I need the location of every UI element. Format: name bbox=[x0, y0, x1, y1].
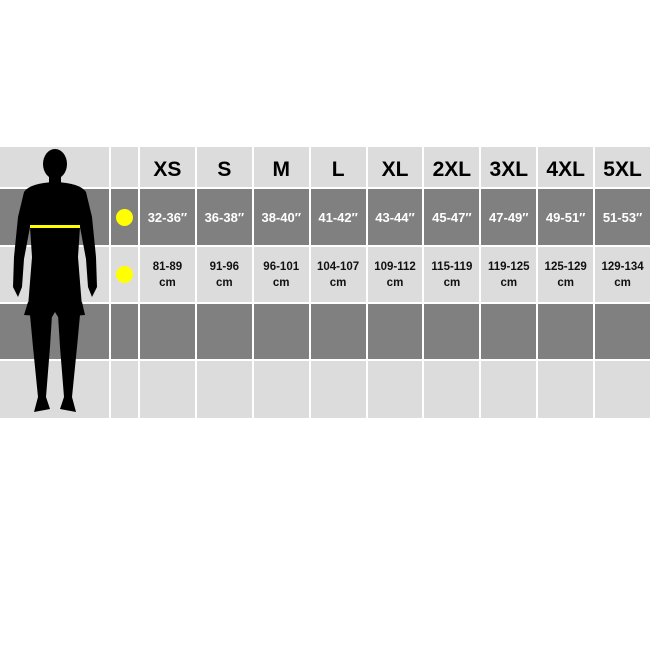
chest-inches-cell: 43-44″ bbox=[367, 189, 423, 245]
empty-cell bbox=[538, 361, 594, 418]
size-label: S bbox=[217, 158, 232, 181]
chest-cm-cell: 115-119 cm bbox=[424, 247, 480, 302]
size-header: XS bbox=[140, 147, 195, 187]
chest-inches: 51-53″ bbox=[602, 209, 643, 225]
empty-cell bbox=[310, 304, 366, 359]
chest-inches-cell: 38-40″ bbox=[253, 189, 309, 245]
chest-inches-cell: 36-38″ bbox=[196, 189, 252, 245]
chest-cm: 115-119 bbox=[431, 260, 473, 273]
chest-cm: 129-134 bbox=[601, 260, 644, 273]
chest-inches-cell: 32-36″ bbox=[140, 189, 195, 245]
empty-cell bbox=[196, 361, 252, 418]
chest-inches-cell: 51-53″ bbox=[595, 189, 650, 245]
size-header: 4XL bbox=[538, 147, 594, 187]
chest-cm-cell: 96-101 cm bbox=[253, 247, 309, 302]
marker-cell bbox=[111, 304, 138, 359]
size-header: L bbox=[310, 147, 366, 187]
size-label: 2XL bbox=[432, 158, 472, 181]
marker-cell bbox=[111, 247, 138, 302]
chest-measure-line bbox=[30, 225, 80, 228]
yellow-dot-icon bbox=[116, 208, 133, 226]
chest-cm-cell: 91-96 cm bbox=[196, 247, 252, 302]
size-header: 2XL bbox=[424, 147, 480, 187]
size-header: S bbox=[196, 147, 252, 187]
chest-inches: 45-47″ bbox=[432, 209, 472, 225]
chest-cm: 81-89 bbox=[152, 260, 183, 273]
empty-cell bbox=[424, 304, 480, 359]
marker-cell bbox=[111, 189, 138, 245]
chest-cm: 96-101 bbox=[263, 260, 300, 273]
size-label: XL bbox=[381, 158, 409, 181]
cm-unit: cm bbox=[329, 276, 347, 289]
cm-unit: cm bbox=[159, 276, 176, 289]
cm-unit: cm bbox=[557, 276, 574, 289]
chest-cm-cell: 104-107 cm bbox=[310, 247, 366, 302]
chest-inches: 38-40″ bbox=[261, 209, 301, 225]
size-label: 3XL bbox=[489, 158, 529, 181]
chest-cm-cell: 81-89 cm bbox=[140, 247, 195, 302]
chest-inches: 32-36″ bbox=[147, 209, 188, 225]
empty-cell bbox=[424, 361, 480, 418]
chest-inches-cell: 49-51″ bbox=[538, 189, 594, 245]
chest-cm-cell: 109-112 cm bbox=[367, 247, 423, 302]
empty-cell bbox=[253, 361, 309, 418]
empty-cell bbox=[310, 361, 366, 418]
yellow-dot-icon bbox=[116, 266, 133, 283]
cm-unit: cm bbox=[272, 276, 290, 289]
chest-inches: 49-51″ bbox=[545, 209, 586, 225]
chest-cm-cell: 129-134 cm bbox=[595, 247, 650, 302]
size-header: 3XL bbox=[481, 147, 537, 187]
marker-cell bbox=[111, 361, 138, 418]
cm-unit: cm bbox=[443, 276, 461, 289]
figure-cell bbox=[0, 361, 109, 418]
empty-cell bbox=[367, 361, 423, 418]
cm-unit: cm bbox=[386, 276, 404, 289]
size-header: M bbox=[253, 147, 309, 187]
chest-inches-cell: 45-47″ bbox=[424, 189, 480, 245]
empty-cell bbox=[538, 304, 594, 359]
cm-unit: cm bbox=[216, 276, 233, 289]
cm-unit: cm bbox=[500, 276, 518, 289]
empty-cell bbox=[481, 304, 537, 359]
chest-cm: 91-96 bbox=[209, 260, 240, 273]
chest-inches: 41-42″ bbox=[318, 209, 358, 225]
empty-cell bbox=[367, 304, 423, 359]
size-header: XL bbox=[367, 147, 423, 187]
empty-cell bbox=[595, 304, 650, 359]
marker-cell bbox=[111, 147, 138, 187]
male-silhouette-icon bbox=[13, 149, 97, 412]
cm-unit: cm bbox=[614, 276, 631, 289]
empty-cell bbox=[196, 304, 252, 359]
chest-cm: 125-129 bbox=[544, 260, 587, 273]
chest-inches: 47-49″ bbox=[489, 209, 529, 225]
empty-cell bbox=[595, 361, 650, 418]
chest-inches-cell: 47-49″ bbox=[481, 189, 537, 245]
chest-inches-cell: 41-42″ bbox=[310, 189, 366, 245]
figure-cell bbox=[0, 304, 109, 359]
empty-cell bbox=[140, 304, 195, 359]
size-label: 4XL bbox=[546, 158, 585, 181]
chest-inches: 43-44″ bbox=[375, 209, 415, 225]
chest-inches: 36-38″ bbox=[204, 209, 245, 225]
empty-cell bbox=[253, 304, 309, 359]
chest-cm-cell: 125-129 cm bbox=[538, 247, 594, 302]
size-header: 5XL bbox=[595, 147, 650, 187]
chest-cm-cell: 119-125 cm bbox=[481, 247, 537, 302]
size-label: L bbox=[331, 158, 345, 181]
chest-cm: 119-125 bbox=[487, 260, 530, 273]
empty-cell bbox=[481, 361, 537, 418]
size-label: XS bbox=[153, 158, 182, 181]
chest-cm: 109-112 bbox=[374, 260, 416, 273]
size-label: 5XL bbox=[603, 158, 642, 181]
empty-cell bbox=[140, 361, 195, 418]
size-label: M bbox=[272, 158, 290, 181]
chest-cm: 104-107 bbox=[316, 260, 360, 273]
